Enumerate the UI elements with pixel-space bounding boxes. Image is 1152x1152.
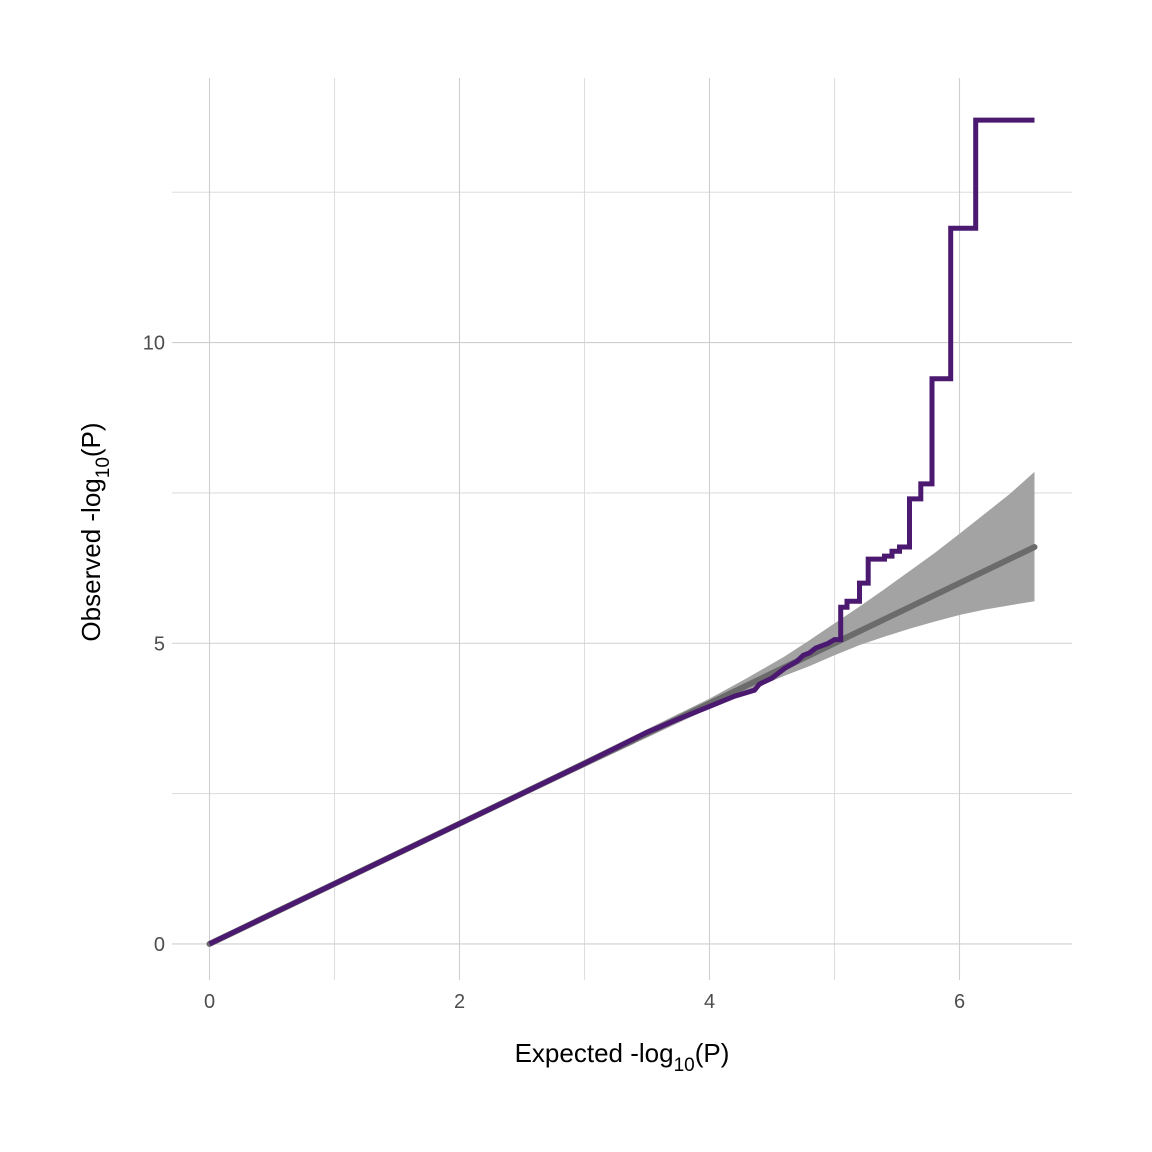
tick-label-layer: 0 2 4 6 0 5 10 [143, 333, 965, 1013]
x-axis-title-main: Expected -log [515, 1038, 674, 1068]
x-tick-label: 2 [454, 991, 465, 1013]
y-axis-title-suffix: (P) [76, 422, 106, 457]
x-tick-label: 0 [204, 991, 215, 1013]
series-layer [206, 117, 1038, 947]
y-tick-label: 5 [154, 633, 165, 655]
observed-step-line [208, 117, 1035, 947]
x-tick-label: 4 [704, 991, 715, 1013]
x-tick-label: 6 [954, 991, 965, 1013]
grid-layer [172, 78, 1072, 980]
x-axis-title-subscript: 10 [674, 1055, 695, 1076]
y-tick-label: 0 [154, 934, 165, 956]
y-axis-title-subscript: 10 [93, 457, 114, 478]
y-axis-title: Observed -log10(P) [76, 422, 114, 641]
y-tick-label: 10 [143, 333, 165, 355]
y-axis-title-main: Observed -log [76, 478, 106, 641]
x-axis-title: Expected -log10(P) [515, 1038, 730, 1076]
x-axis-title-suffix: (P) [695, 1038, 730, 1068]
